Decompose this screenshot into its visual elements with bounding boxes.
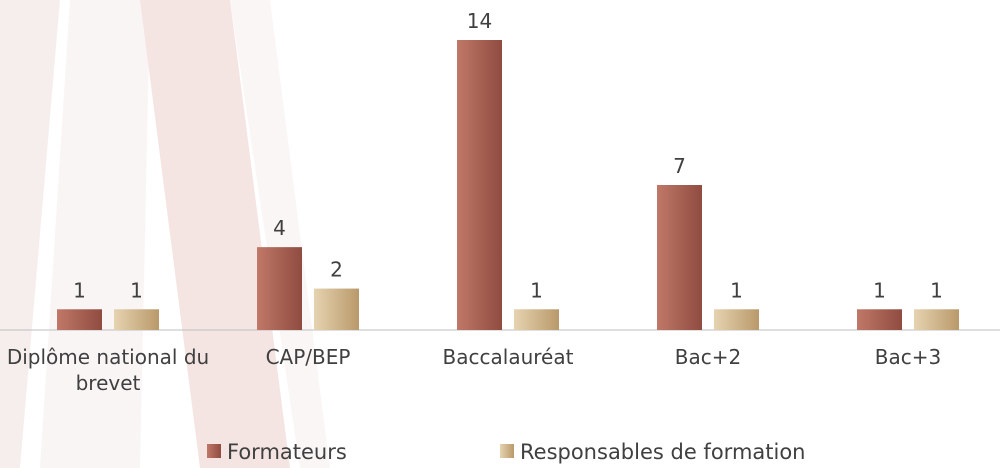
legend-swatch	[500, 444, 514, 458]
data-label: 14	[467, 9, 492, 33]
page: 11421417111FormateursResponsables de for…	[0, 0, 1000, 468]
data-label: 1	[73, 278, 86, 302]
bar	[714, 309, 759, 330]
bar	[314, 289, 359, 330]
data-label: 1	[873, 278, 886, 302]
data-label: 1	[130, 278, 143, 302]
bar	[514, 309, 559, 330]
data-label: 1	[530, 278, 543, 302]
x-tick-label: Bac+3	[790, 344, 1000, 370]
bar	[657, 185, 702, 330]
bar	[114, 309, 159, 330]
legend-swatch	[207, 444, 221, 458]
data-label: 2	[330, 258, 343, 282]
bar	[257, 247, 302, 330]
data-label: 4	[273, 216, 286, 240]
data-label: 1	[930, 278, 943, 302]
bar	[57, 309, 102, 330]
chart: 11421417111FormateursResponsables de for…	[0, 0, 1000, 468]
bar	[914, 309, 959, 330]
bar	[857, 309, 902, 330]
legend-label: Responsables de formation	[520, 440, 806, 464]
data-label: 7	[673, 154, 686, 178]
bar	[457, 40, 502, 330]
legend-label: Formateurs	[227, 440, 347, 464]
data-label: 1	[730, 278, 743, 302]
